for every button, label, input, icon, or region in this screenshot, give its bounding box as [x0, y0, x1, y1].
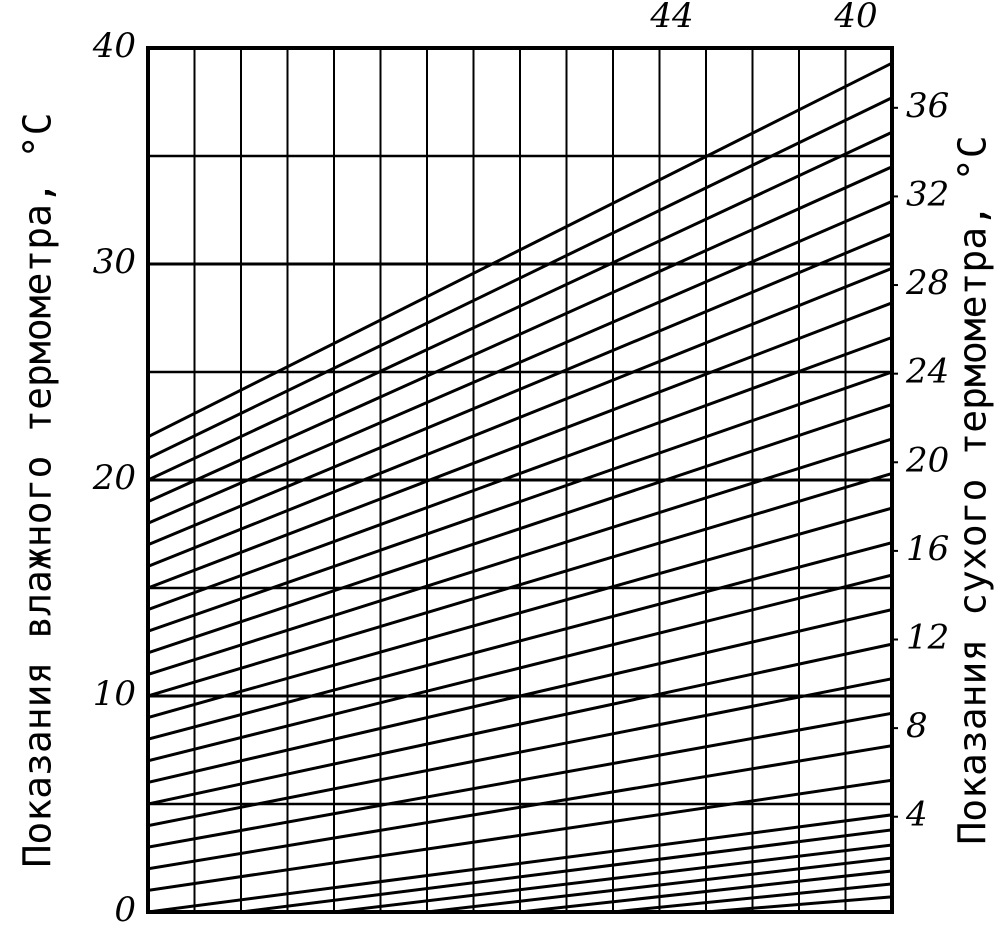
- y2-tick-label: 16: [906, 529, 949, 569]
- isoline: [148, 370, 892, 633]
- y-tick-label: 0: [114, 890, 136, 930]
- isoline: [148, 677, 892, 828]
- isoline: [148, 437, 892, 676]
- y2-tick-label: 12: [906, 618, 949, 658]
- isoline: [333, 843, 892, 912]
- isoline: [148, 199, 892, 525]
- isoline: [148, 608, 892, 784]
- isoline: [519, 869, 892, 912]
- isoline: [148, 130, 892, 482]
- y-tick-label: 20: [92, 458, 136, 498]
- y2-axis-label: Показания сухого термометра, °C: [951, 135, 995, 844]
- isoline: [148, 96, 892, 460]
- isoline: [148, 744, 892, 871]
- y-tick-label: 40: [92, 26, 136, 66]
- isoline: [148, 642, 892, 806]
- isoline: [148, 813, 892, 912]
- y-axis-label: Показания влажного термометра, °C: [16, 113, 60, 868]
- isoline: [148, 573, 892, 763]
- annotation: 40: [833, 0, 877, 36]
- isoline: [148, 778, 892, 892]
- isoline: [240, 828, 892, 912]
- isoline: [148, 472, 892, 698]
- y2-tick-label: 32: [906, 174, 949, 214]
- isoline: [148, 336, 892, 612]
- y2-tick-label: 4: [905, 795, 928, 835]
- isoline: [148, 301, 892, 590]
- isoline: [148, 165, 892, 503]
- isoline: [148, 541, 892, 741]
- isoline: [148, 61, 892, 439]
- y2-tick-label: 36: [906, 86, 949, 126]
- y2-tick-label: 24: [905, 352, 949, 392]
- y2-tick-label: 28: [905, 263, 949, 303]
- y-tick-label: 30: [93, 242, 136, 282]
- isoline: [148, 506, 892, 720]
- y2-tick-label: 20: [905, 440, 949, 480]
- annotation: 44: [649, 0, 693, 36]
- isoline: [426, 856, 892, 912]
- isoline: [148, 711, 892, 849]
- y2-tick-label: 8: [906, 706, 928, 746]
- isoline: [705, 895, 892, 912]
- isoline: [148, 266, 892, 568]
- y-tick-label: 10: [93, 674, 136, 714]
- isoline: [148, 402, 892, 655]
- isoline: [148, 232, 892, 547]
- isoline: [612, 882, 892, 912]
